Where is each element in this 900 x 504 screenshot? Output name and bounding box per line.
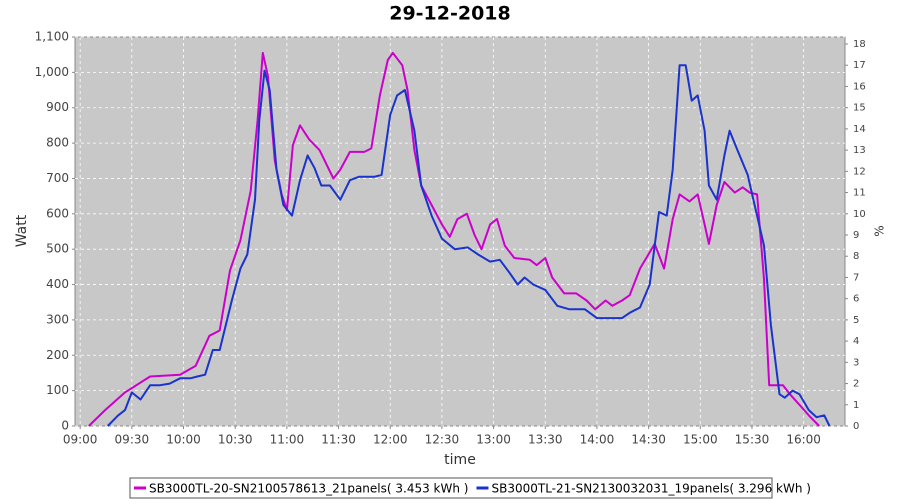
y-tick-label: 100 <box>46 383 69 397</box>
y2-tick-label: 11 <box>853 188 866 199</box>
y2-tick-label: 17 <box>853 60 866 71</box>
y2-tick-label: 8 <box>853 251 859 262</box>
y2-tick-label: 4 <box>853 336 859 347</box>
x-tick-label: 14:30 <box>631 433 666 447</box>
y2-tick-label: 13 <box>853 145 866 156</box>
x-tick-label: 12:00 <box>373 433 408 447</box>
y-tick-label: 200 <box>46 348 69 362</box>
chart-title: 29-12-2018 <box>389 3 511 25</box>
y2-tick-label: 1 <box>853 400 859 411</box>
x-tick-label: 15:00 <box>683 433 718 447</box>
y2-tick-label: 12 <box>853 166 866 177</box>
y2-tick-label: 14 <box>853 124 866 135</box>
y-tick-label: 500 <box>46 242 69 256</box>
x-tick-label: 11:30 <box>321 433 356 447</box>
series-line <box>88 51 820 427</box>
y2-tick-label: 5 <box>853 315 859 326</box>
x-tick-label: 10:00 <box>166 433 201 447</box>
y-tick-label: 900 <box>46 100 69 114</box>
y2-tick-label: 2 <box>853 379 859 390</box>
y-tick-label: 1,000 <box>35 65 69 79</box>
y-tick-label: 1,100 <box>35 30 69 44</box>
x-tick-label: 09:30 <box>115 433 150 447</box>
y2-tick-label: 6 <box>853 294 859 305</box>
legend-label: SB3000TL-20-SN2100578613_21panels( 3.453… <box>149 482 468 496</box>
x-tick-label: 09:00 <box>63 433 98 447</box>
y-tick-label: 0 <box>61 419 69 433</box>
x-axis-label: time <box>444 452 476 468</box>
y2-tick-label: 9 <box>853 230 859 241</box>
x-tick-label: 13:00 <box>476 433 511 447</box>
y-tick-label: 800 <box>46 136 69 150</box>
x-tick-label: 12:30 <box>425 433 460 447</box>
series-line <box>106 64 831 427</box>
x-tick-label: 15:30 <box>735 433 770 447</box>
x-tick-label: 16:00 <box>786 433 821 447</box>
y2-tick-label: 3 <box>853 357 859 368</box>
x-tick-label: 11:00 <box>270 433 305 447</box>
y-tick-label: 700 <box>46 171 69 185</box>
y2-tick-label: 15 <box>853 103 866 114</box>
y-tick-label: 400 <box>46 277 69 291</box>
y2-axis-label: % <box>873 225 887 236</box>
y-tick-label: 300 <box>46 312 69 326</box>
x-tick-label: 13:30 <box>528 433 563 447</box>
y2-tick-label: 16 <box>853 81 866 92</box>
legend-box <box>129 477 773 499</box>
y2-tick-label: 0 <box>853 421 859 432</box>
y-tick-label: 600 <box>46 206 69 220</box>
x-tick-label: 14:00 <box>580 433 615 447</box>
x-tick-label: 10:30 <box>218 433 253 447</box>
legend-label: SB3000TL-21-SN2130032031_19panels( 3.296… <box>491 482 810 496</box>
y2-tick-label: 7 <box>853 272 859 283</box>
y2-tick-label: 18 <box>853 39 866 50</box>
y-axis-label: Watt <box>14 214 30 247</box>
plot-area <box>74 36 846 427</box>
y2-tick-label: 10 <box>853 209 866 220</box>
